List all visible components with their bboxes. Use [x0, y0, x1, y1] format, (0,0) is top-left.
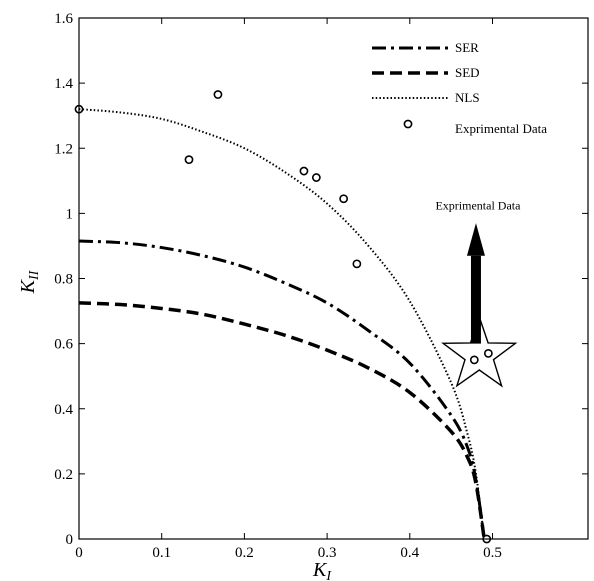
series-line-nls	[78, 108, 486, 540]
legend-label-nls: NLS	[455, 90, 480, 105]
x-tick-label: 0.3	[318, 545, 337, 561]
y-tick-label: 0	[66, 532, 74, 548]
x-tick-label: 0.1	[152, 545, 171, 561]
data-point-exprimental-data	[352, 259, 362, 269]
y-tick-label: 0.2	[54, 467, 73, 483]
y-tick-label: 1.6	[54, 11, 73, 27]
curves	[78, 108, 486, 540]
series-line-ser	[78, 239, 486, 540]
annotation-arrow-shaft	[470, 255, 481, 344]
y-tick-label: 0.8	[54, 272, 73, 288]
legend: SER SED NLS Exprimental Data	[372, 40, 547, 136]
axis-ticks: 0 0.1 0.2 0.3 0.4 0.5 0 0.2 0.4 0.6 0.8 1 1.2 1.4 1.6	[54, 11, 588, 561]
x-tick-label: 0.4	[400, 545, 419, 561]
x-axis-label-sub: I	[325, 569, 332, 581]
plot-frame	[78, 17, 589, 540]
annotation-arrow-head	[466, 223, 485, 256]
data-point-exprimental-data	[299, 166, 309, 176]
y-tick-label: 0.6	[54, 337, 73, 353]
y-axis-label-sub: II	[27, 269, 42, 281]
annotation: Exprimental Data	[435, 198, 521, 388]
annotation-label: Exprimental Data	[435, 198, 521, 212]
data-point-exprimental-data	[339, 194, 349, 204]
data-point-exprimental-data	[74, 104, 84, 114]
x-axis-label-main: K	[312, 559, 328, 581]
x-axis-label: KI	[312, 559, 332, 581]
legend-label-ser: SER	[455, 40, 479, 55]
y-tick-label: 1	[66, 206, 74, 222]
markers	[74, 90, 493, 544]
data-point-exprimental-data	[184, 155, 194, 165]
series-line-sed	[78, 301, 486, 540]
y-tick-label: 0.4	[54, 402, 73, 418]
legend-label-sed: SED	[455, 65, 480, 80]
data-point-exprimental-data	[469, 355, 479, 365]
data-point-exprimental-data	[482, 534, 492, 544]
x-tick-label: 0	[75, 545, 83, 561]
data-point-exprimental-data	[213, 90, 223, 99]
x-tick-label: 0.2	[235, 545, 254, 561]
legend-label-exprimental-data: Exprimental Data	[455, 121, 547, 136]
legend-marker-exprimental-data	[403, 119, 413, 129]
data-point-exprimental-data	[311, 173, 321, 182]
y-axis-label-main: K	[17, 278, 39, 294]
y-tick-label: 1.2	[54, 141, 73, 157]
y-axis-label: KII	[17, 269, 42, 294]
y-tick-label: 1.4	[54, 76, 73, 92]
data-point-exprimental-data	[483, 348, 493, 358]
x-tick-label: 0.5	[483, 545, 502, 561]
annotation-star	[441, 314, 518, 388]
